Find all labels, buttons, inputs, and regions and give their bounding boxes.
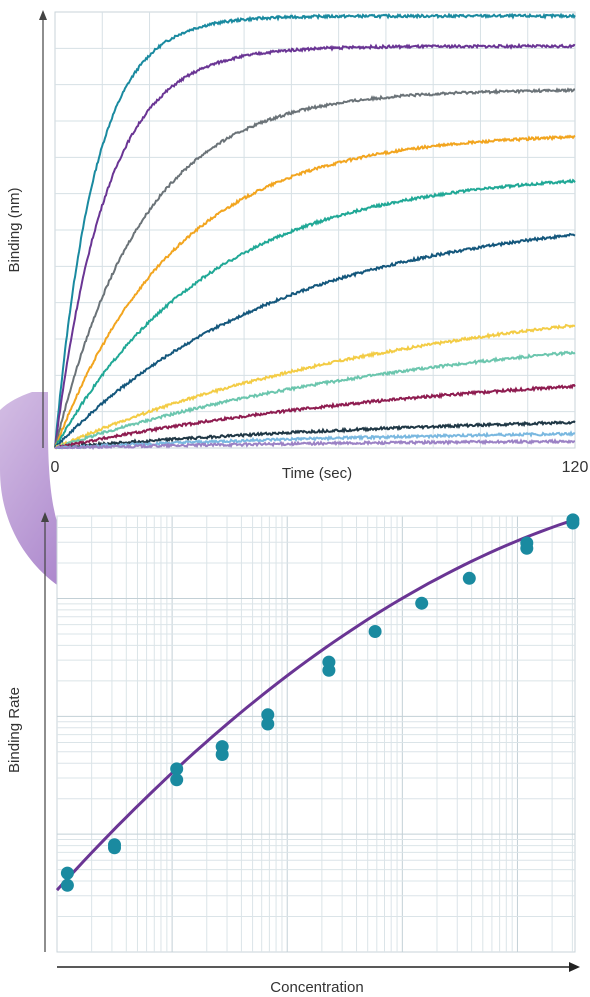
binding-curve-9	[54, 383, 576, 450]
data-point-1	[60, 866, 74, 880]
bottom-y-axis-label: Binding Rate	[6, 687, 23, 773]
bottom-plot-area	[56, 515, 576, 953]
top-y-axis-label: Binding (nm)	[6, 187, 23, 272]
data-point-15	[462, 571, 476, 585]
binding-curve-2	[54, 42, 576, 448]
data-point-12	[322, 655, 336, 669]
binding-curve-4	[54, 134, 576, 449]
binding-curve-5	[54, 178, 576, 449]
data-point-5	[170, 773, 184, 787]
binding-curve-3	[54, 87, 576, 449]
fit-line	[55, 518, 576, 892]
data-point-2	[60, 878, 74, 892]
binding-curve-1	[54, 12, 576, 448]
data-point-13	[368, 625, 382, 638]
bottom-x-axis-arrow	[569, 962, 580, 972]
top-x-tick-0: 0	[51, 459, 60, 476]
bottom-x-axis-label: Concentration	[270, 979, 363, 996]
bottom-grid	[57, 515, 575, 952]
top-x-axis-label: Time (sec)	[282, 465, 352, 482]
binding-curve-8	[54, 350, 576, 449]
bottom-y-axis-arrow	[41, 512, 49, 522]
bottom-points-group	[60, 513, 580, 892]
top-x-tick-120: 120	[562, 459, 589, 476]
binding-curve-7	[54, 323, 575, 450]
top-y-axis-arrow	[39, 10, 47, 20]
data-point-4	[108, 838, 121, 852]
binding-curve-12	[55, 438, 576, 451]
data-point-8	[215, 740, 229, 754]
binding-curve-6	[54, 232, 576, 449]
data-point-14	[415, 596, 429, 610]
binding-curves-chart: 0 120 Time (sec) Binding (nm)	[6, 10, 588, 482]
binding-curve-10	[54, 420, 576, 450]
data-point-17	[520, 536, 534, 550]
data-point-6	[170, 762, 184, 776]
data-point-9	[261, 717, 275, 731]
data-point-10	[261, 708, 275, 722]
binding-rate-chart: Concentration Binding Rate	[6, 512, 580, 996]
top-series-group	[54, 12, 576, 451]
data-point-19	[566, 513, 580, 527]
